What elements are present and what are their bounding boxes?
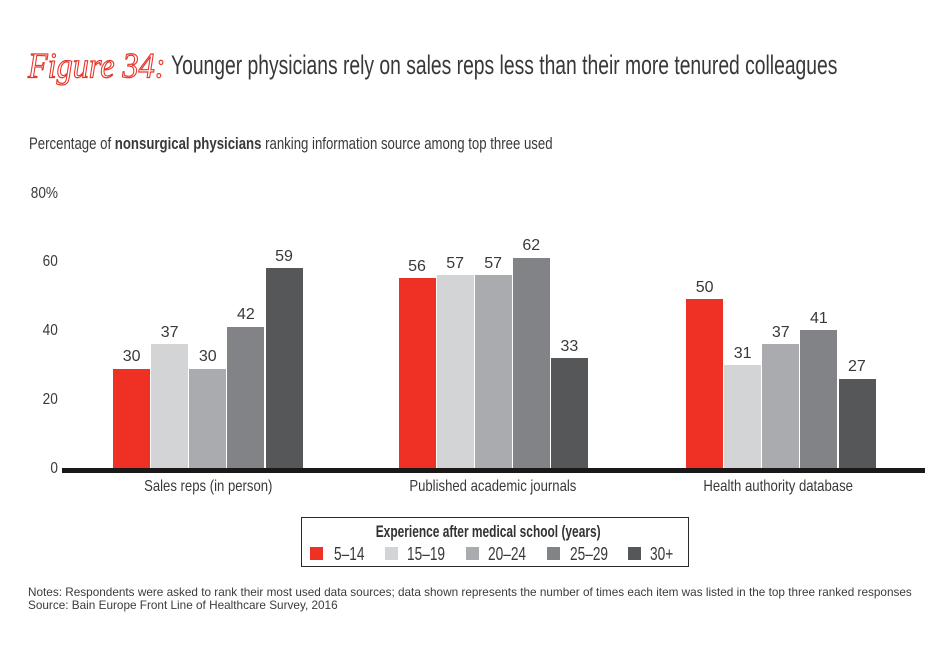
svg-text:Figure 34:: Figure 34: xyxy=(27,46,165,86)
